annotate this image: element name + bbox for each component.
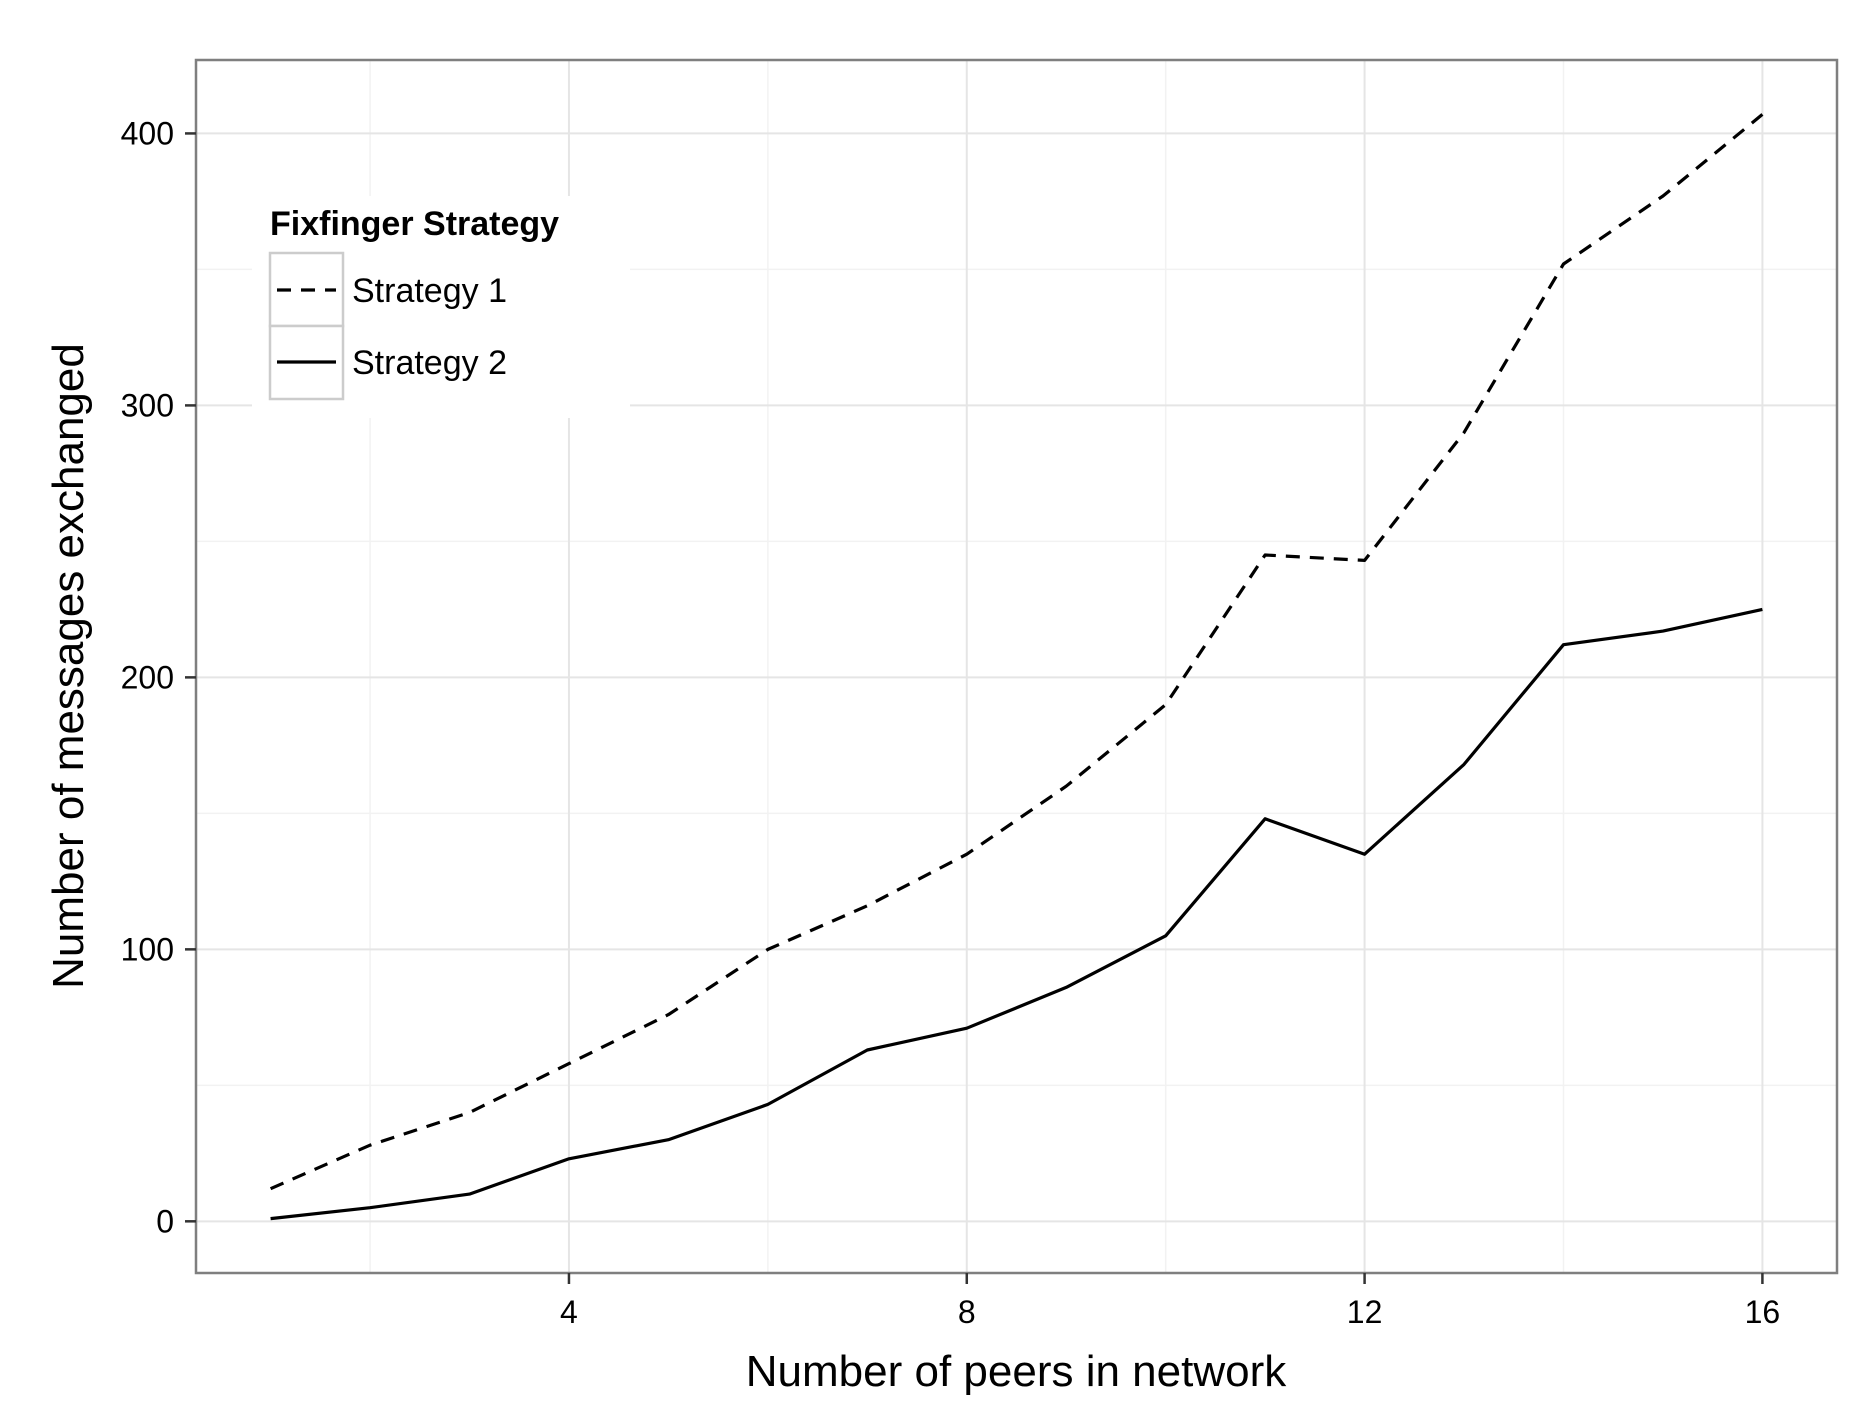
x-tick-label: 12: [1347, 1294, 1383, 1330]
y-tick-label: 100: [121, 931, 174, 967]
x-tick-label: 16: [1745, 1294, 1781, 1330]
x-axis-title: Number of peers in network: [746, 1347, 1287, 1396]
x-tick-label: 8: [958, 1294, 976, 1330]
plot-border: [194, 58, 1839, 1275]
legend-label-strategy-2: Strategy 2: [352, 344, 507, 382]
series-layer: [269, 113, 1764, 1221]
series-line-strategy-1: [269, 113, 1764, 1191]
x-tick-label: 4: [560, 1294, 578, 1330]
y-axis: 0 100 200 300 400: [121, 115, 196, 1239]
legend-label-strategy-1: Strategy 1: [352, 272, 507, 310]
y-tick-label: 0: [156, 1203, 174, 1239]
y-tick-label: 400: [121, 115, 174, 151]
series-line-strategy-2: [270, 607, 1763, 1221]
legend: Fixfinger Strategy Strategy 1 Strategy 2: [252, 196, 630, 418]
y-axis-title: Number of messages exchanged: [44, 343, 93, 989]
x-axis: 4 8 12 16: [560, 1273, 1780, 1330]
y-tick-label: 300: [121, 387, 174, 423]
legend-title: Fixfinger Strategy: [270, 205, 559, 243]
y-tick-label: 200: [121, 659, 174, 695]
